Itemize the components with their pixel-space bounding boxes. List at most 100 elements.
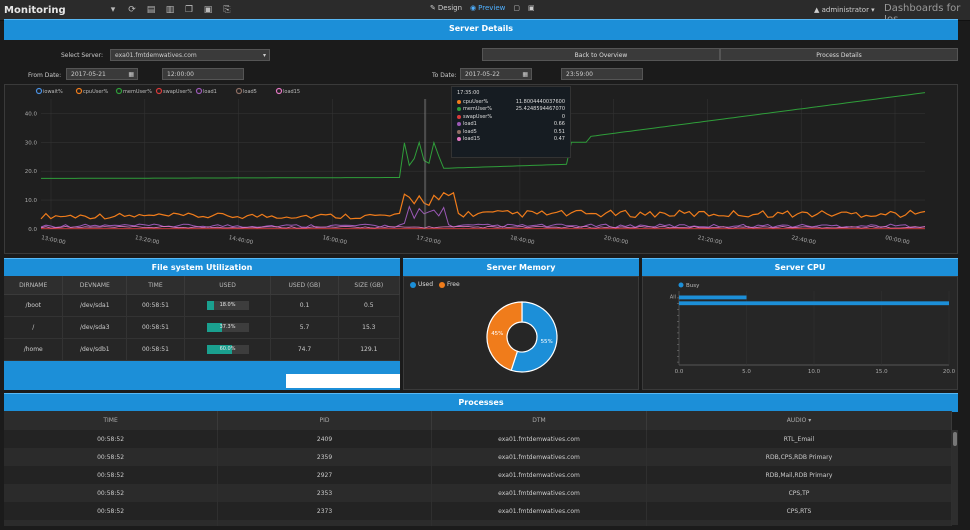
mode-design[interactable]: ✎ Design: [430, 4, 462, 12]
from-time-value: 12:00:00: [167, 71, 194, 78]
processes-scrollbar[interactable]: [952, 430, 958, 525]
from-time-input[interactable]: 12:00:00: [162, 68, 244, 80]
legend-label[interactable]: memUser%: [123, 89, 152, 95]
metrics-line-chart[interactable]: iowait% cpuUser% memUser% swapUser% load1 loa…: [5, 85, 957, 253]
series-line-load1[interactable]: [40, 205, 926, 229]
cpu-bar[interactable]: [679, 295, 747, 300]
new-file-icon[interactable]: ▤: [146, 5, 156, 15]
to-time-input[interactable]: 23:59:00: [561, 68, 643, 80]
fs-time: 00:58:51: [126, 338, 185, 361]
process-dtm: exa01.fmtdemwatives.com: [431, 520, 647, 526]
process-row[interactable]: 00:58:52 2353 exa01.fmtdemwatives.com CPS,T…: [4, 484, 952, 502]
legend-marker[interactable]: [275, 87, 283, 95]
fs-column-header[interactable]: TIME: [126, 276, 185, 295]
process-column-header[interactable]: DTM: [431, 411, 647, 430]
fs-time: 00:58:51: [126, 294, 185, 317]
series-line-load15[interactable]: [40, 225, 926, 229]
export-icon[interactable]: ⎘: [223, 5, 231, 15]
legend-busy-dot[interactable]: [678, 282, 684, 288]
server-details-header: Server Details: [4, 19, 958, 40]
legend-label[interactable]: load1: [203, 89, 217, 95]
process-dtm: exa01.fmtdemwatives.com: [431, 466, 647, 484]
process-row[interactable]: 00:58:52 2373 exa01.fmtdemwatives.com CPS,R…: [4, 502, 952, 520]
refresh-icon[interactable]: ⟳: [128, 5, 136, 15]
scrollbar-thumb[interactable]: [953, 432, 957, 446]
fs-devname: /dev/sdb1: [62, 338, 128, 361]
tooltip-row: swapUser% 0: [457, 113, 565, 121]
fs-table-row[interactable]: /boot/dev/sda1 00:58:51 18.0% 0.1 0.5: [4, 294, 401, 317]
legend-marker[interactable]: [155, 87, 163, 95]
calendar-icon[interactable]: ▦: [522, 71, 528, 78]
process-row[interactable]: 00:58:52 2359 exa01.fmtdemwatives.com RDB,C…: [4, 448, 952, 466]
fs-table-row[interactable]: /home/dev/sdb1 00:58:51 60.0% 74.7 129.1: [4, 338, 401, 361]
process-pid: 2409: [217, 430, 433, 448]
fs-table-row[interactable]: //dev/sda3 00:58:51 37.3% 5.7 15.3: [4, 316, 401, 339]
copy-icon[interactable]: ❐: [184, 5, 194, 15]
legend-marker[interactable]: [35, 87, 43, 95]
open-icon[interactable]: ▥: [165, 5, 175, 15]
series-line-cpuuser[interactable]: [40, 191, 926, 220]
to-date-input[interactable]: 2017-05-22 ▦: [460, 68, 532, 80]
tooltip-title: 17:35:00: [457, 90, 480, 96]
filesystem-footer-input[interactable]: [286, 374, 400, 388]
from-date-input[interactable]: 2017-05-21 ▦: [66, 68, 138, 80]
tooltip-series-name: cpuUser%: [463, 98, 489, 105]
calendar-icon[interactable]: ▦: [128, 71, 134, 78]
legend-label[interactable]: iowait%: [43, 89, 63, 95]
process-column-header[interactable]: AUDIO ▾: [646, 411, 952, 430]
legend-marker[interactable]: [195, 87, 203, 95]
series-line-memuser[interactable]: [41, 92, 926, 179]
legend-label[interactable]: swapUser%: [163, 89, 192, 95]
legend-label[interactable]: cpuUser%: [83, 89, 108, 95]
user-menu[interactable]: ▲ administrator ▾: [814, 6, 875, 14]
cpu-bar[interactable]: [679, 301, 949, 306]
process-details-button[interactable]: Process Details: [720, 48, 958, 61]
tooltip-series-name: memUser%: [463, 106, 492, 113]
legend-marker[interactable]: [115, 87, 123, 95]
fs-column-header[interactable]: USED: [184, 276, 272, 295]
x-tick-label: 16:00:00: [322, 235, 348, 246]
fullscreen-icon[interactable]: ▣: [528, 4, 535, 12]
process-row[interactable]: 00:58:522378exa01.fmtdemwatives.comCPS,D…: [4, 520, 952, 526]
tooltip-series-name: swapUser%: [463, 113, 493, 120]
tooltip-series-name: load15: [463, 136, 481, 143]
process-column-header[interactable]: PID: [217, 411, 433, 430]
mode-preview[interactable]: ◉ Preview: [470, 4, 505, 12]
fs-column-header[interactable]: SIZE (GB): [338, 276, 401, 295]
y-tick-label: 0.0: [28, 227, 37, 233]
fs-column-header[interactable]: USED (GB): [270, 276, 339, 295]
process-dtm: exa01.fmtdemwatives.com: [431, 448, 647, 466]
legend-label[interactable]: load15: [283, 89, 300, 95]
back-to-overview-button[interactable]: Back to Overview: [482, 48, 720, 61]
dropdown-icon[interactable]: ▾: [110, 5, 116, 15]
legend-marker[interactable]: [75, 87, 83, 95]
donut-slice-used[interactable]: [510, 301, 558, 373]
legend-marker[interactable]: [235, 87, 243, 95]
tooltip-color-dot: [457, 129, 461, 134]
cpu-x-tick-label: 20.0: [943, 369, 956, 375]
memory-panel: Used Free 55% 45%: [403, 276, 639, 390]
fs-column-header[interactable]: DEVNAME: [62, 276, 128, 295]
server-select[interactable]: exa01.fmtdemwatives.com ▾: [110, 49, 270, 61]
y-tick-label: 40.0: [25, 111, 38, 117]
filesystem-table: DIRNAME DEVNAME TIME USED USED (GB) SIZE (GB)…: [4, 276, 401, 361]
user-icon: ▲: [814, 6, 822, 14]
x-tick-label: 22:40:00: [791, 235, 817, 246]
process-row[interactable]: 00:58:52 2409 exa01.fmtdemwatives.com RTL_E…: [4, 430, 952, 448]
tooltip-color-dot: [457, 122, 461, 127]
process-column-header[interactable]: TIME: [4, 411, 219, 430]
legend-busy-label[interactable]: Busy: [686, 283, 700, 289]
process-row[interactable]: 00:58:52 2927 exa01.fmtdemwatives.com RDB,M…: [4, 466, 952, 484]
x-tick-label: 21:20:00: [697, 235, 723, 246]
fs-size-gb: 129.1: [338, 338, 401, 361]
legend-label[interactable]: load5: [243, 89, 257, 95]
eye-icon: ◉: [470, 4, 477, 12]
donut-slice-free[interactable]: [486, 301, 523, 372]
save-icon[interactable]: ▣: [203, 5, 213, 15]
window-icon[interactable]: ▢: [513, 4, 521, 12]
y-tick-label: 10.0: [25, 198, 38, 204]
process-time: 00:58:52: [4, 484, 219, 502]
fs-column-header[interactable]: DIRNAME: [4, 276, 64, 295]
process-dtm: exa01.fmtdemwatives.com: [431, 502, 647, 520]
tooltip-row: load5 0.51: [457, 128, 565, 136]
